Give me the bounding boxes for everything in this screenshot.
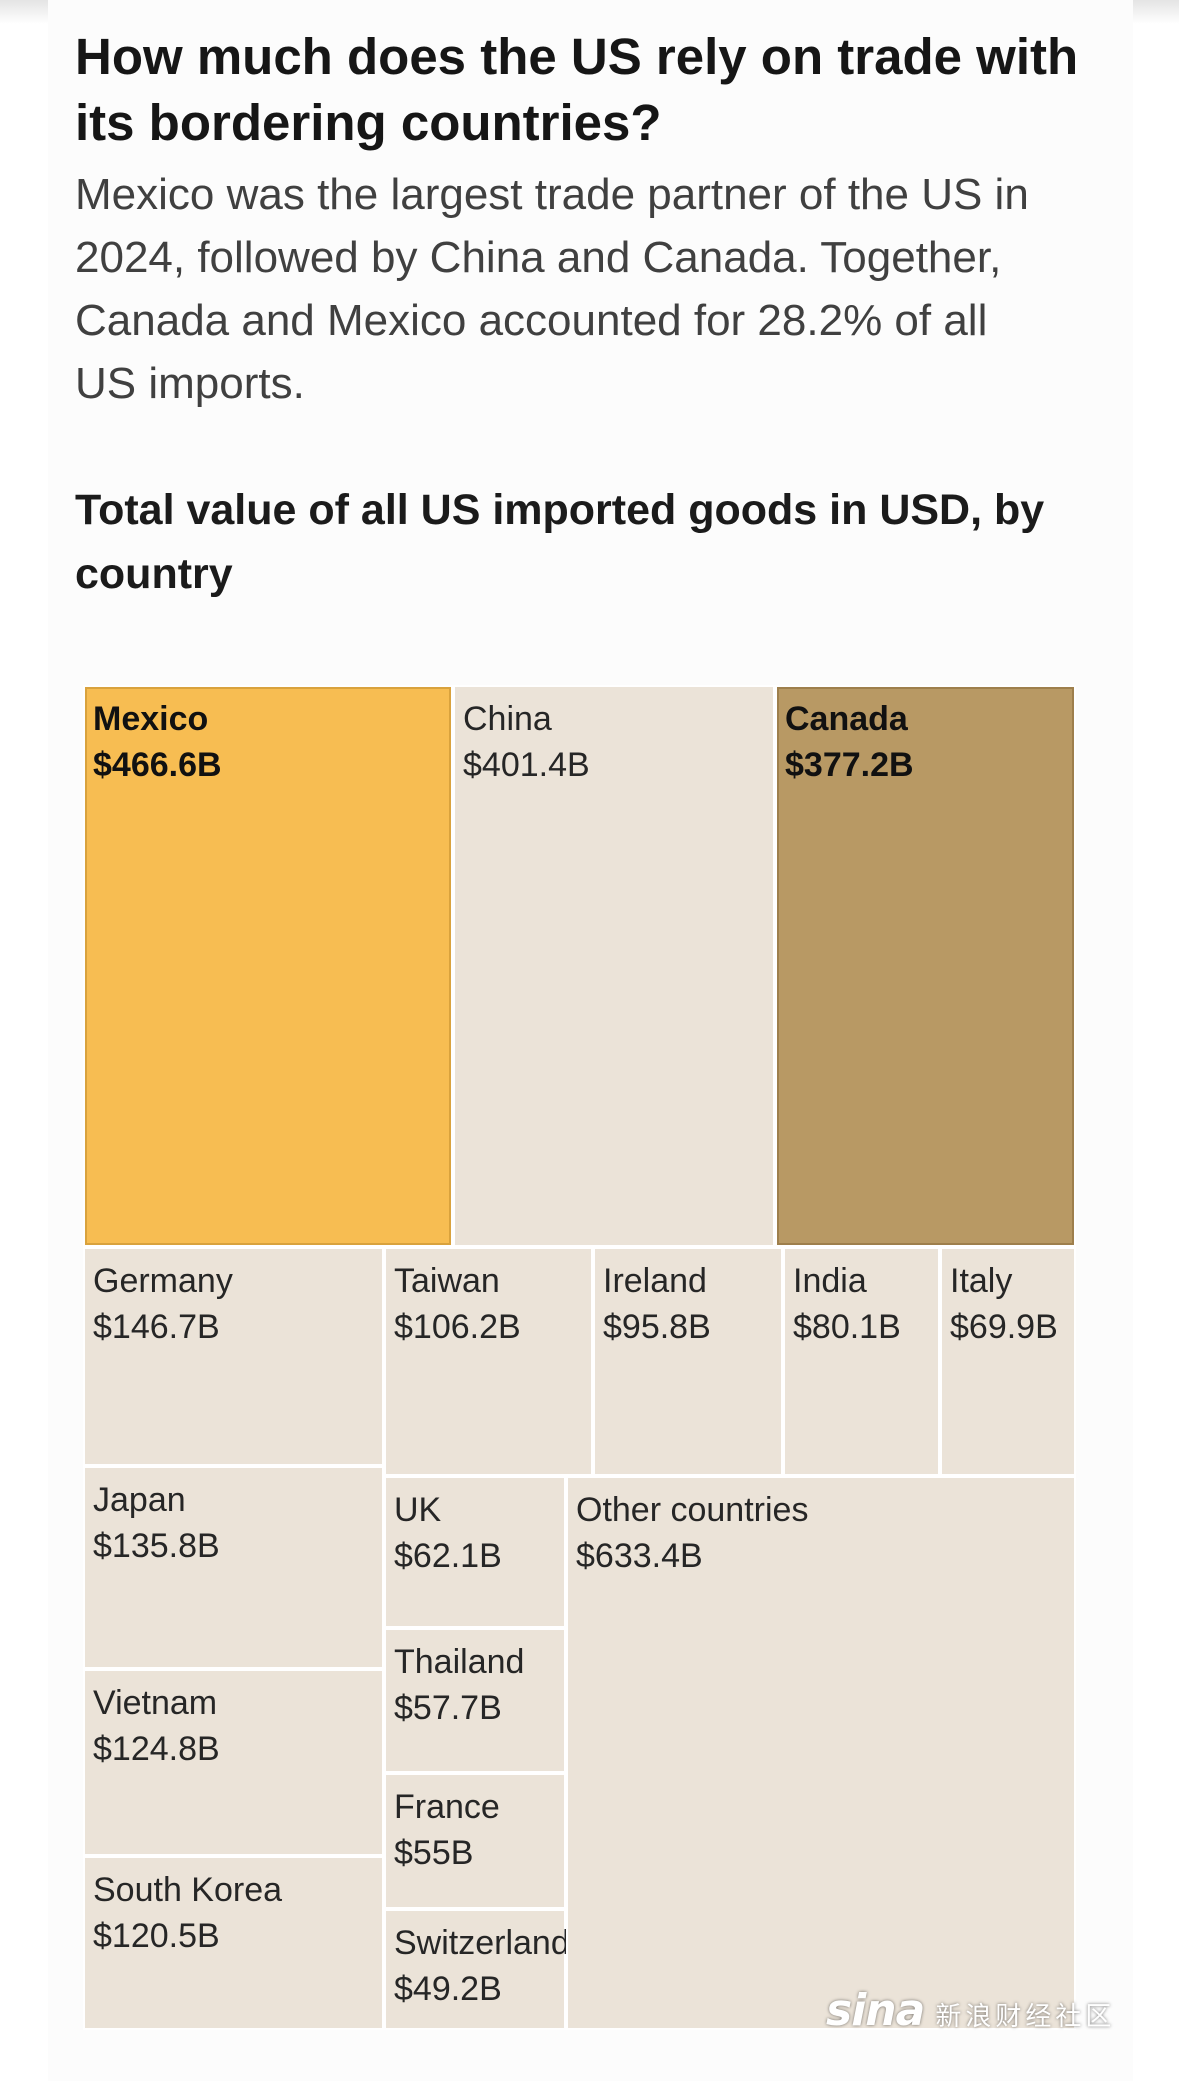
cell-name-label: Ireland — [603, 1262, 707, 1300]
cell-value-label: $401.4B — [463, 746, 590, 784]
cell-name-label: Vietnam — [93, 1684, 218, 1722]
treemap-chart: Mexico $466.6B China $401.4B Canada $377.2B Ge… — [83, 685, 1076, 2030]
cell-name-label: Japan — [93, 1481, 186, 1519]
cell-name-label: Mexico — [93, 700, 209, 738]
treemap-cell-switzerland: Switzerland $49.2B — [384, 1909, 570, 2030]
cell-name-label: South Korea — [93, 1871, 283, 1909]
treemap-cell-india: India $80.1B — [783, 1247, 940, 1476]
treemap-cell-mexico: Mexico $466.6B — [83, 685, 453, 1247]
sina-logo: sina — [826, 1985, 925, 2036]
treemap-cell-vietnam: Vietnam $124.8B — [83, 1669, 384, 1856]
treemap-cell-japan: Japan $135.8B — [83, 1466, 384, 1669]
cell-name-label: Germany — [93, 1262, 233, 1300]
cell-name-label: Thailand — [394, 1643, 525, 1681]
treemap-cell-taiwan: Taiwan $106.2B — [384, 1247, 593, 1476]
cell-value-label: $146.7B — [93, 1308, 220, 1346]
cell-value-label: $62.1B — [394, 1537, 502, 1575]
treemap-cell-china: China $401.4B — [453, 685, 775, 1247]
cell-value-label: $124.8B — [93, 1730, 220, 1768]
dek: Mexico was the largest trade partner of … — [75, 170, 1029, 408]
cell-value-label: $57.7B — [394, 1689, 502, 1727]
treemap-cell-germany: Germany $146.7B — [83, 1247, 384, 1466]
treemap-cell-canada: Canada $377.2B — [775, 685, 1076, 1247]
cell-name-label: UK — [394, 1491, 442, 1529]
treemap-cell-uk: UK $62.1B — [384, 1476, 566, 1628]
cell-value-label: $55B — [394, 1834, 474, 1872]
treemap-cell-other-countries: Other countries $633.4B — [566, 1476, 1076, 2030]
cell-value-label: $69.9B — [950, 1308, 1058, 1346]
sina-watermark: sina 新浪财经社区 — [826, 1985, 1115, 2036]
cell-value-label: $135.8B — [93, 1527, 220, 1565]
cell-value-label: $466.6B — [93, 746, 222, 784]
cell-name-label: Taiwan — [394, 1262, 500, 1300]
watermark-text: 新浪财经社区 — [935, 2002, 1116, 2032]
treemap-cell-ireland: Ireland $95.8B — [593, 1247, 783, 1476]
cell-value-label: $120.5B — [93, 1917, 220, 1955]
headline: How much does the US rely on trade with … — [75, 28, 1079, 151]
treemap-cell-south-korea: South Korea $120.5B — [83, 1856, 384, 2030]
cell-value-label: $633.4B — [576, 1537, 703, 1575]
cell-name-label: France — [394, 1788, 500, 1826]
cell-value-label: $377.2B — [785, 746, 914, 784]
treemap-cell-france: France $55B — [384, 1773, 566, 1909]
cell-value-label: $80.1B — [793, 1308, 901, 1346]
cell-name-label: Canada — [785, 700, 908, 738]
cell-name-label: Switzerland — [394, 1924, 570, 1962]
cell-name-label: China — [463, 700, 552, 738]
cell-name-label: Other countries — [576, 1491, 809, 1529]
chart-title: Total value of all US imported goods in … — [75, 486, 1045, 598]
cell-value-label: $106.2B — [394, 1308, 521, 1346]
cell-value-label: $49.2B — [394, 1970, 502, 2008]
treemap-cell-italy: Italy $69.9B — [940, 1247, 1076, 1476]
treemap-cell-thailand: Thailand $57.7B — [384, 1628, 566, 1773]
cell-name-label: Italy — [950, 1262, 1013, 1300]
cell-value-label: $95.8B — [603, 1308, 711, 1346]
cell-name-label: India — [793, 1262, 867, 1300]
